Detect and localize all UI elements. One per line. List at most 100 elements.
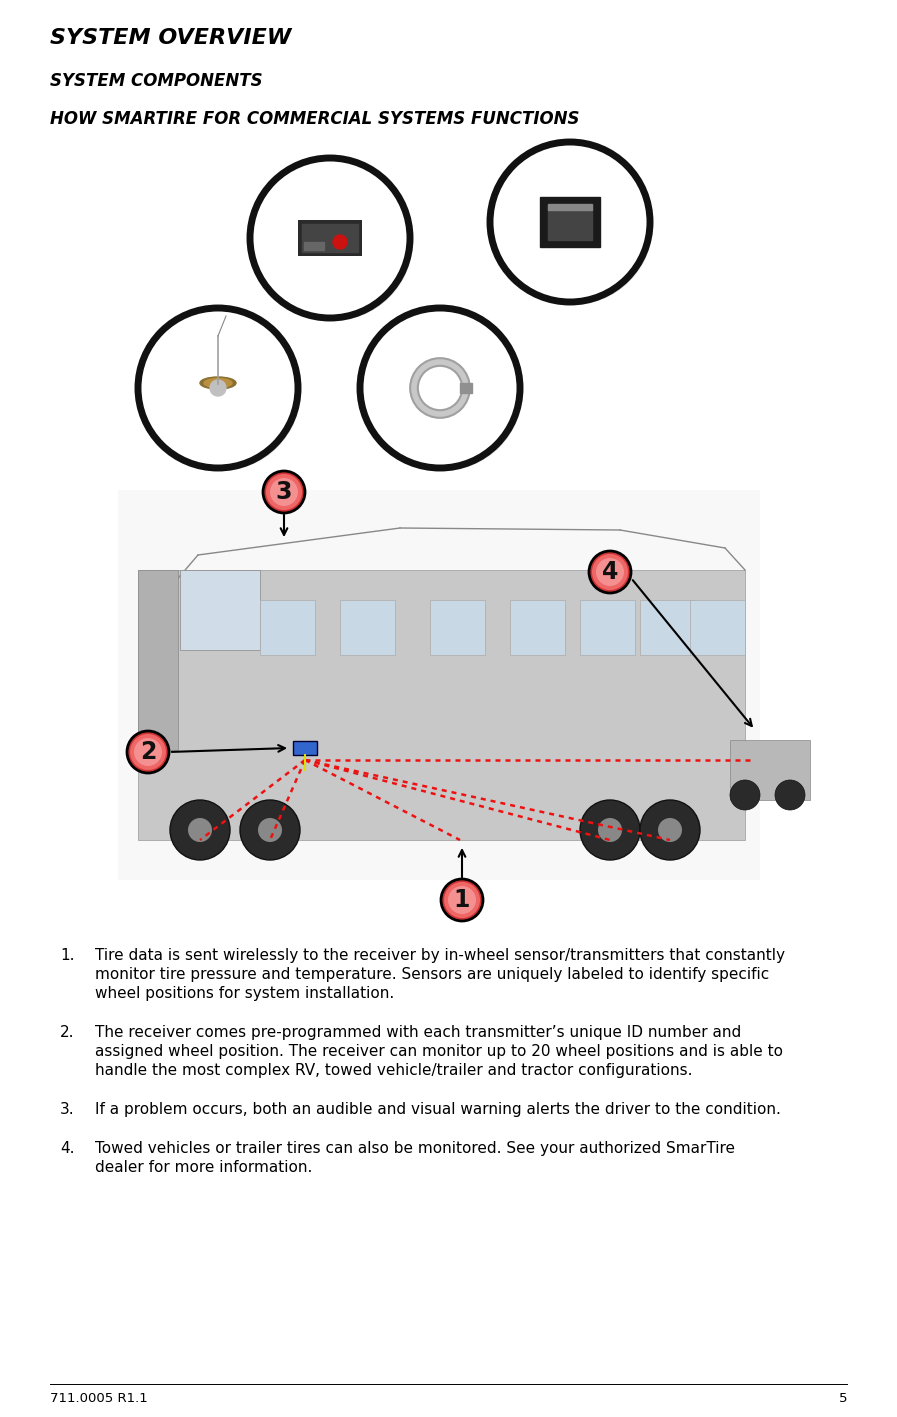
Text: SYSTEM OVERVIEW: SYSTEM OVERVIEW [50,28,292,48]
Bar [540,197,600,247]
Text: assigned wheel position. The receiver can monitor up to 20 wheel positions and i: assigned wheel position. The receiver ca… [95,1044,783,1058]
Circle shape [730,779,760,811]
Text: S: S [566,149,574,159]
Circle shape [592,554,628,589]
Circle shape [210,380,226,395]
Text: S: S [368,395,379,404]
Text: wheel positions for system installation.: wheel positions for system installation. [95,986,395,1000]
Circle shape [258,818,282,842]
Bar [118,490,760,880]
Circle shape [658,818,682,842]
Text: O: O [536,154,547,167]
Circle shape [444,881,480,918]
Bar [690,599,745,655]
Bar [548,204,592,210]
Text: monitor tire pressure and temperature. Sensors are uniquely labeled to identify : monitor tire pressure and temperature. S… [95,966,770,982]
Bar [293,741,317,755]
Text: The receiver comes pre-programmed with each transmitter’s unique ID number and: The receiver comes pre-programmed with e… [95,1024,741,1040]
Text: 4: 4 [602,560,618,584]
Bar [340,599,395,655]
Circle shape [141,310,301,470]
Bar [510,599,565,655]
Bar [260,599,315,655]
Bar [298,220,362,256]
Bar [460,383,472,393]
Circle shape [598,818,622,842]
Text: C: C [361,174,372,187]
Circle shape [250,159,410,317]
Circle shape [134,738,162,767]
Bar [138,570,178,750]
Text: T: T [175,439,187,451]
Circle shape [448,886,476,914]
Text: 2.: 2. [60,1024,74,1040]
Text: 1: 1 [454,888,470,913]
Text: N: N [593,154,605,167]
Text: A: A [447,449,457,461]
Bar [180,570,260,650]
Circle shape [130,734,166,769]
Text: I: I [315,166,320,177]
Text: T: T [382,425,394,438]
Text: If a problem occurs, both an audible and visual warning alerts the driver to the: If a problem occurs, both an audible and… [95,1102,781,1117]
Text: S: S [630,200,641,210]
Circle shape [596,558,624,587]
Bar [548,205,592,239]
Bar [640,599,695,655]
Text: handle the most complex RV, towed vehicle/trailer and tractor configurations.: handle the most complex RV, towed vehicl… [95,1063,692,1078]
Text: 2: 2 [140,740,156,764]
Ellipse shape [200,377,236,390]
Circle shape [138,307,298,468]
Circle shape [253,162,413,322]
Text: 1.: 1. [60,948,74,964]
Text: 3.: 3. [60,1102,74,1117]
Text: E: E [379,191,391,204]
Circle shape [775,779,805,811]
Text: E: E [616,173,628,184]
Text: A: A [271,417,283,428]
Text: R: R [511,171,525,184]
Bar [138,570,745,840]
Text: Tire data is sent wirelessly to the receiver by in-wheel sensor/transmitters tha: Tire data is sent wirelessly to the rece… [95,948,785,964]
Circle shape [493,145,653,305]
Ellipse shape [204,378,232,387]
Text: 4.: 4. [60,1141,74,1156]
Text: R: R [390,215,402,225]
Circle shape [363,310,523,470]
Text: N: N [252,436,266,449]
Text: P: P [477,434,490,446]
Text: N: N [228,448,239,461]
Circle shape [266,475,302,510]
Text: R: R [258,215,270,225]
Text: N: N [154,419,168,432]
Text: 3: 3 [275,480,292,504]
Circle shape [263,470,305,513]
Circle shape [333,235,347,249]
Text: R: R [411,446,422,458]
Text: E: E [269,191,282,204]
Circle shape [240,801,300,860]
Circle shape [640,801,700,860]
Circle shape [589,551,631,592]
Text: A: A [145,395,157,405]
Text: 711.0005 R1.1: 711.0005 R1.1 [50,1391,148,1406]
Text: V: V [288,174,300,187]
Bar [580,599,635,655]
Circle shape [270,478,298,506]
Circle shape [490,142,650,302]
Text: dealer for more information.: dealer for more information. [95,1161,312,1175]
Bar [302,224,358,252]
Circle shape [441,879,483,921]
Text: 5: 5 [839,1391,847,1406]
Circle shape [127,731,169,774]
Bar [430,599,485,655]
Circle shape [580,801,640,860]
Text: S: S [499,200,510,210]
Text: HOW SMARTIRE FOR COMMERCIAL SYSTEMS FUNCTIONS: HOW SMARTIRE FOR COMMERCIAL SYSTEMS FUNC… [50,111,579,128]
Bar [730,740,810,801]
Circle shape [188,818,212,842]
Text: SYSTEM COMPONENTS: SYSTEM COMPONENTS [50,72,263,91]
Circle shape [360,307,520,468]
Text: E: E [338,166,347,177]
Bar [304,242,324,249]
